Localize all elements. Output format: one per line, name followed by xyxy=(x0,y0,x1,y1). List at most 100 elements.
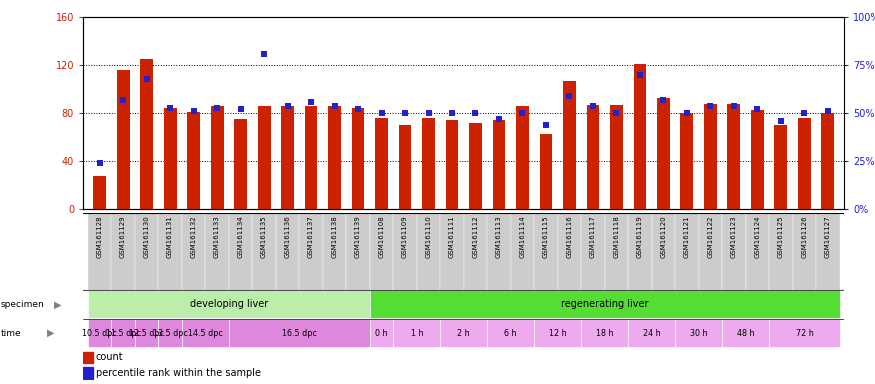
Text: GSM161137: GSM161137 xyxy=(308,215,314,258)
Text: GSM161136: GSM161136 xyxy=(284,215,290,258)
Bar xyxy=(158,213,182,290)
Text: GSM161114: GSM161114 xyxy=(520,215,526,258)
Bar xyxy=(370,319,393,347)
Text: 48 h: 48 h xyxy=(737,329,754,338)
Bar xyxy=(676,319,722,347)
Bar xyxy=(116,70,130,209)
Bar xyxy=(722,213,746,290)
Bar xyxy=(234,119,247,209)
Text: 2 h: 2 h xyxy=(458,329,470,338)
Point xyxy=(633,72,647,78)
Text: GSM161135: GSM161135 xyxy=(261,215,267,258)
Text: GSM161118: GSM161118 xyxy=(613,215,620,258)
Point xyxy=(234,106,248,113)
Bar xyxy=(276,213,299,290)
Bar xyxy=(111,319,135,347)
Bar xyxy=(535,319,581,347)
Text: GSM161139: GSM161139 xyxy=(355,215,361,258)
Point xyxy=(821,108,835,114)
Bar xyxy=(535,213,557,290)
Bar xyxy=(516,106,529,209)
Point xyxy=(116,97,130,103)
Bar xyxy=(83,367,93,379)
Bar xyxy=(88,291,370,318)
Text: GSM161131: GSM161131 xyxy=(167,215,173,258)
Text: GSM161117: GSM161117 xyxy=(590,215,596,258)
Text: regenerating liver: regenerating liver xyxy=(561,299,648,310)
Bar xyxy=(440,319,487,347)
Bar xyxy=(722,319,769,347)
Point xyxy=(704,103,717,109)
Text: 72 h: 72 h xyxy=(795,329,813,338)
Text: ▶: ▶ xyxy=(47,328,55,338)
Bar xyxy=(299,213,323,290)
Bar xyxy=(398,125,411,209)
Point xyxy=(680,110,694,116)
Point xyxy=(445,110,459,116)
Text: specimen: specimen xyxy=(1,300,45,309)
Text: GSM161108: GSM161108 xyxy=(379,215,384,258)
Text: GSM161130: GSM161130 xyxy=(144,215,150,258)
Text: 1 h: 1 h xyxy=(410,329,423,338)
Text: GSM161112: GSM161112 xyxy=(473,215,479,258)
Text: GSM161129: GSM161129 xyxy=(120,215,126,258)
Point xyxy=(163,104,177,111)
Bar xyxy=(563,81,576,209)
Bar xyxy=(323,213,346,290)
Point xyxy=(304,99,318,105)
Bar xyxy=(746,213,769,290)
Text: 12.5 dpc: 12.5 dpc xyxy=(130,329,164,338)
Text: 13.5 dpc: 13.5 dpc xyxy=(152,329,187,338)
Text: GSM161115: GSM161115 xyxy=(543,215,549,258)
Bar xyxy=(445,121,458,209)
Bar xyxy=(699,213,722,290)
Text: 6 h: 6 h xyxy=(505,329,517,338)
Point xyxy=(93,160,107,166)
Bar xyxy=(487,213,511,290)
Text: 12 h: 12 h xyxy=(549,329,566,338)
Bar xyxy=(440,213,464,290)
Bar xyxy=(182,319,228,347)
Bar xyxy=(586,105,599,209)
Text: GSM161109: GSM161109 xyxy=(402,215,408,258)
Point xyxy=(281,103,295,109)
Text: GSM161133: GSM161133 xyxy=(214,215,220,258)
Bar xyxy=(393,319,440,347)
Bar xyxy=(182,213,206,290)
Point xyxy=(563,93,577,99)
Point xyxy=(727,103,741,109)
Text: developing liver: developing liver xyxy=(190,299,268,310)
Bar xyxy=(93,176,106,209)
Bar xyxy=(605,213,628,290)
Bar xyxy=(422,118,435,209)
Bar xyxy=(511,213,535,290)
Bar xyxy=(375,118,388,209)
Text: GSM161116: GSM161116 xyxy=(566,215,572,258)
Bar xyxy=(304,106,318,209)
Point xyxy=(492,116,506,122)
Bar xyxy=(346,213,370,290)
Bar xyxy=(88,319,111,347)
Bar xyxy=(634,64,647,209)
Bar xyxy=(252,213,276,290)
Bar xyxy=(774,125,788,209)
Bar xyxy=(628,213,652,290)
Text: time: time xyxy=(1,329,22,338)
Bar xyxy=(769,213,793,290)
Text: GSM161132: GSM161132 xyxy=(191,215,197,258)
Point xyxy=(586,103,600,109)
Bar xyxy=(164,109,177,209)
Point xyxy=(327,103,341,109)
Bar xyxy=(158,319,182,347)
Text: 24 h: 24 h xyxy=(643,329,661,338)
Bar xyxy=(751,110,764,209)
Bar xyxy=(816,213,840,290)
Text: GSM161119: GSM161119 xyxy=(637,215,643,258)
Text: 16.5 dpc: 16.5 dpc xyxy=(282,329,317,338)
Text: GSM161122: GSM161122 xyxy=(708,215,713,258)
Text: GSM161127: GSM161127 xyxy=(825,215,831,258)
Bar xyxy=(487,319,535,347)
Bar xyxy=(676,213,699,290)
Point xyxy=(468,110,482,116)
Bar xyxy=(228,319,370,347)
